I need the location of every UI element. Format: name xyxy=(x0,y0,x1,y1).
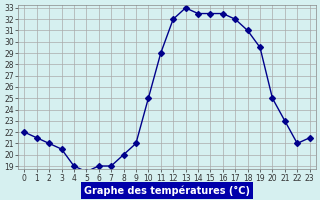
X-axis label: Graphe des températures (°C): Graphe des températures (°C) xyxy=(84,185,250,196)
